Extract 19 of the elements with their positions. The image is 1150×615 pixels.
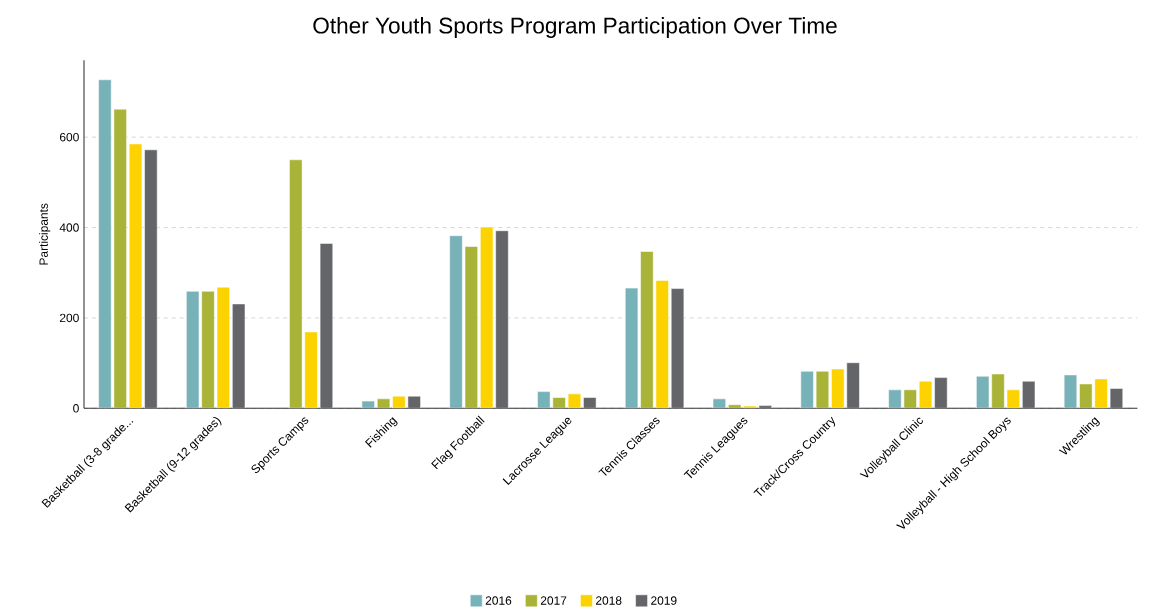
bar <box>361 400 375 409</box>
bar <box>670 288 685 409</box>
bar <box>232 303 246 409</box>
legend-label: 2018 <box>595 596 622 605</box>
bar <box>712 398 726 409</box>
y-tick-label: 0 <box>73 404 79 413</box>
y-tick-label: 200 <box>59 313 79 323</box>
bar <box>583 397 597 409</box>
y-axis-title: Participants <box>39 203 51 265</box>
chart-title: Other Youth Sports Program Participation Over Time <box>313 17 837 39</box>
bar <box>98 79 112 409</box>
bar <box>1022 380 1036 409</box>
bar <box>113 108 127 409</box>
y-tick-label: 600 <box>59 132 79 142</box>
bar <box>1063 374 1078 409</box>
legend-label: 2019 <box>651 596 677 605</box>
legend-label: 2016 <box>485 596 512 605</box>
legend-label: 2017 <box>540 596 567 605</box>
y-tick-label: 400 <box>59 223 79 232</box>
